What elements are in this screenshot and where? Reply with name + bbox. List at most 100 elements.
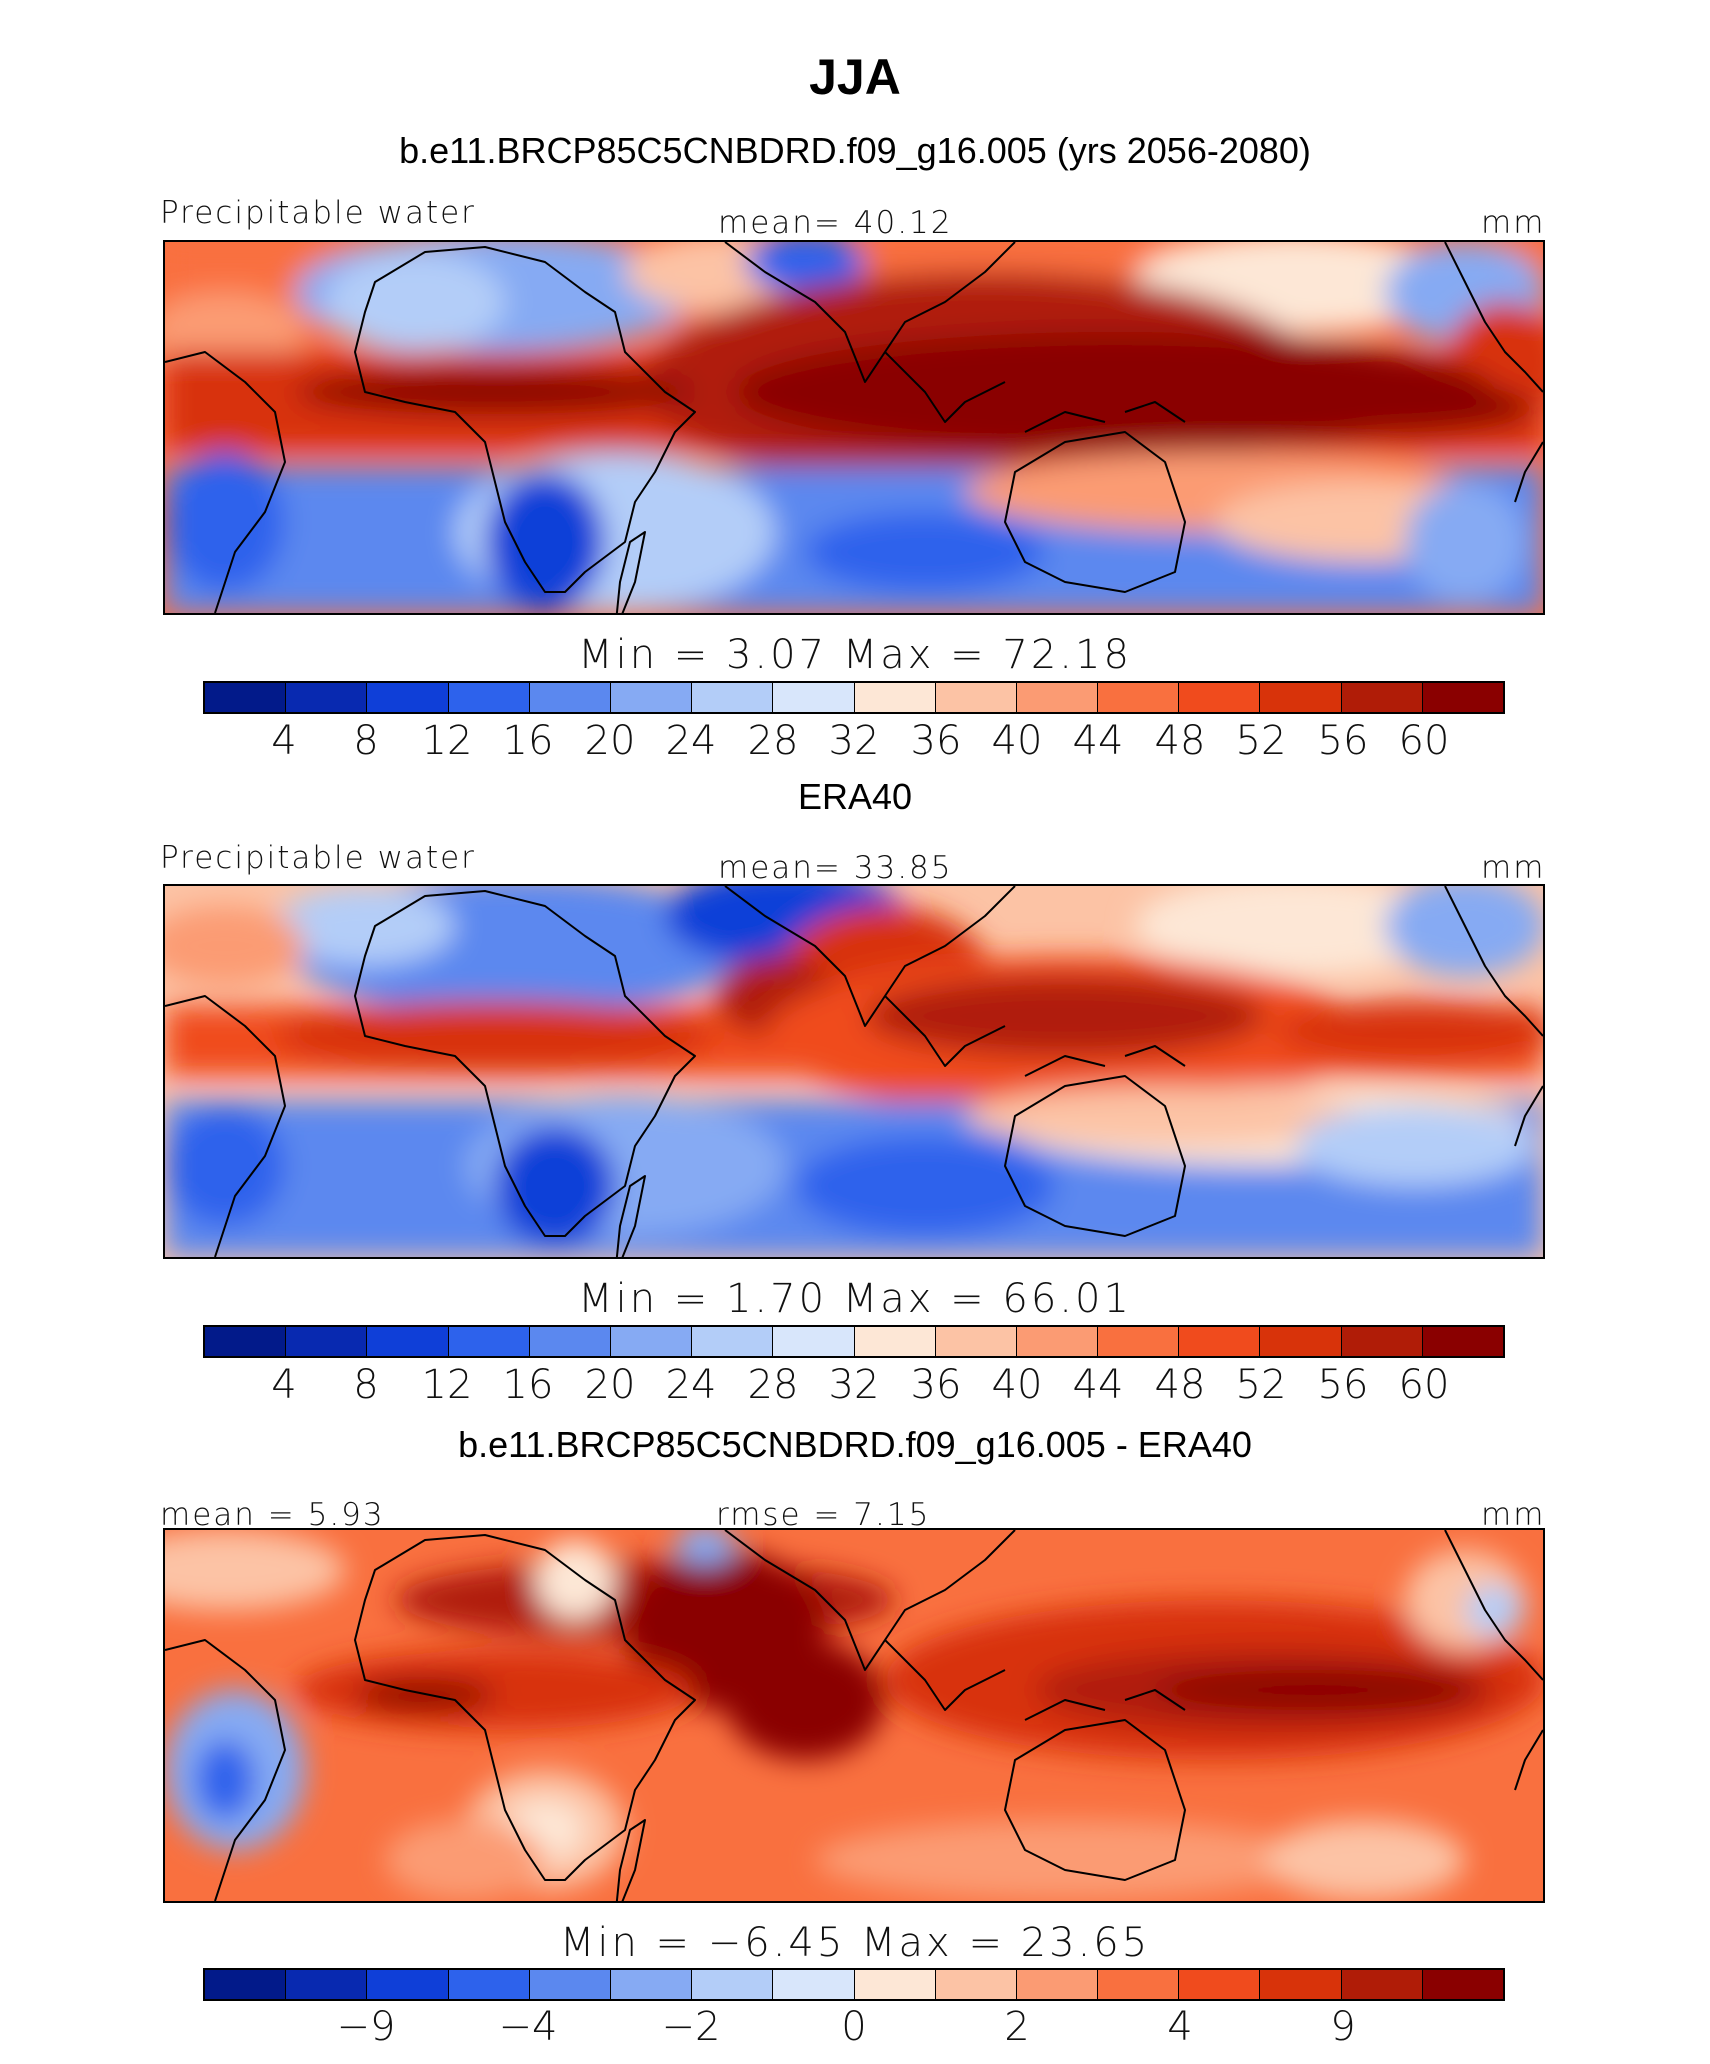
panel-3-tick: −2 (661, 2004, 721, 2050)
panel-3-tick: 4 (1167, 2004, 1193, 2050)
colorbar-swatch (610, 1327, 693, 1356)
panel-2-tick: 60 (1398, 1362, 1450, 1408)
colorbar-swatch (1341, 1970, 1423, 1999)
panel-1-map (163, 240, 1545, 615)
colorbar-swatch (286, 1327, 368, 1356)
panel-3-map (163, 1528, 1545, 1903)
panel-2-tick: 36 (910, 1362, 962, 1408)
panel-1-tick: 24 (665, 718, 717, 764)
colorbar-swatch (1098, 1327, 1180, 1356)
colorbar-swatch (529, 683, 611, 712)
colorbar-swatch (692, 1327, 774, 1356)
panel-1-tick: 60 (1398, 718, 1450, 764)
colorbar-swatch (1422, 1327, 1503, 1356)
panel-1-tick: 32 (828, 718, 880, 764)
panel-2-tick: 32 (828, 1362, 880, 1408)
panel-1-tick: 44 (1072, 718, 1124, 764)
colorbar-swatch (1179, 683, 1261, 712)
panel-1-tick: 52 (1235, 718, 1287, 764)
panel-2-map (163, 884, 1545, 1259)
colorbar-swatch (448, 1327, 530, 1356)
colorbar-swatch (529, 1327, 611, 1356)
panel-1-tick: 4 (271, 718, 297, 764)
panel-1-tick: 36 (910, 718, 962, 764)
panel-2-tick: 8 (353, 1362, 379, 1408)
panel-2-tick: 24 (665, 1362, 717, 1408)
colorbar-swatch (854, 683, 936, 712)
panel-1-tick: 16 (502, 718, 554, 764)
colorbar-swatch (692, 1970, 774, 1999)
panel-1-minmax: Min = 3.07 Max = 72.18 (578, 632, 1132, 678)
panel-1-tick: 20 (584, 718, 636, 764)
panel-2-tick: 40 (991, 1362, 1043, 1408)
panel-2-tick: 20 (584, 1362, 636, 1408)
panel-1-variable-label: Precipitable water (160, 195, 476, 231)
panel-2-tick: 48 (1154, 1362, 1206, 1408)
panel-2-tick: 56 (1317, 1362, 1369, 1408)
panel-1-tick: 28 (747, 718, 799, 764)
panel-3-tick: −4 (498, 2004, 558, 2050)
panel-3-minmax: Min = −6.45 Max = 23.65 (559, 1920, 1151, 1966)
colorbar-swatch (1422, 1970, 1503, 1999)
panel-1-tick: 8 (353, 718, 379, 764)
colorbar-swatch (1422, 683, 1503, 712)
panel-2-tick: 44 (1072, 1362, 1124, 1408)
colorbar-swatch (286, 1970, 368, 1999)
panel-2-variable-label: Precipitable water (160, 840, 476, 876)
colorbar-swatch (854, 1327, 936, 1356)
panel-1-mean-label: mean= 40.12 (718, 205, 953, 241)
panel-3-rmse-label: rmse = 7.15 (716, 1497, 931, 1533)
colorbar-swatch (205, 1970, 287, 1999)
panel-2-tick: 4 (271, 1362, 297, 1408)
colorbar-swatch (1016, 683, 1099, 712)
panel-3-tick: 0 (841, 2004, 867, 2050)
colorbar-swatch (1341, 683, 1423, 712)
colorbar-swatch (1098, 683, 1180, 712)
panel-2-tick: 28 (747, 1362, 799, 1408)
panel-2-minmax: Min = 1.70 Max = 66.01 (578, 1276, 1132, 1322)
colorbar-swatch (1016, 1970, 1099, 1999)
panel-3-colorbar (203, 1968, 1505, 2001)
colorbar-swatch (1016, 1327, 1099, 1356)
colorbar-swatch (529, 1970, 611, 1999)
panel-1-colorbar (203, 681, 1505, 714)
panel-2-units-label: mm (1481, 850, 1546, 886)
panel-1-tick: 56 (1317, 718, 1369, 764)
panel-3-tick: 2 (1004, 2004, 1030, 2050)
panel-2-title: ERA40 (797, 776, 913, 817)
panel-1-tick: 40 (991, 718, 1043, 764)
colorbar-swatch (1260, 1970, 1342, 1999)
panel-2-tick: 52 (1235, 1362, 1287, 1408)
colorbar-swatch (773, 683, 855, 712)
panel-3-mean-label: mean = 5.93 (160, 1497, 385, 1533)
colorbar-swatch (205, 683, 287, 712)
colorbar-swatch (1179, 1327, 1261, 1356)
colorbar-swatch (610, 1970, 693, 1999)
panel-2-tick: 16 (502, 1362, 554, 1408)
panel-2-tick: 12 (421, 1362, 473, 1408)
colorbar-swatch (692, 683, 774, 712)
colorbar-swatch (1098, 1970, 1180, 1999)
colorbar-swatch (448, 683, 530, 712)
colorbar-swatch (773, 1327, 855, 1356)
colorbar-swatch (286, 683, 368, 712)
colorbar-swatch (935, 683, 1017, 712)
colorbar-swatch (367, 1970, 449, 1999)
colorbar-swatch (773, 1970, 855, 1999)
colorbar-swatch (448, 1970, 530, 1999)
figure-title: JJA (809, 49, 901, 105)
panel-2-mean-label: mean= 33.85 (718, 850, 953, 886)
colorbar-swatch (205, 1327, 287, 1356)
colorbar-swatch (1260, 1327, 1342, 1356)
colorbar-swatch (935, 1327, 1017, 1356)
panel-3-title: b.e11.BRCP85C5CNBDRD.f09_g16.005 - ERA40 (458, 1424, 1252, 1465)
colorbar-swatch (1341, 1327, 1423, 1356)
panel-1-tick: 48 (1154, 718, 1206, 764)
colorbar-swatch (854, 1970, 936, 1999)
panel-1-tick: 12 (421, 718, 473, 764)
panel-1-title: b.e11.BRCP85C5CNBDRD.f09_g16.005 (yrs 20… (399, 130, 1311, 171)
panel-3-tick: −9 (336, 2004, 396, 2050)
panel-3-tick: 9 (1330, 2004, 1356, 2050)
colorbar-swatch (367, 1327, 449, 1356)
colorbar-swatch (1260, 683, 1342, 712)
